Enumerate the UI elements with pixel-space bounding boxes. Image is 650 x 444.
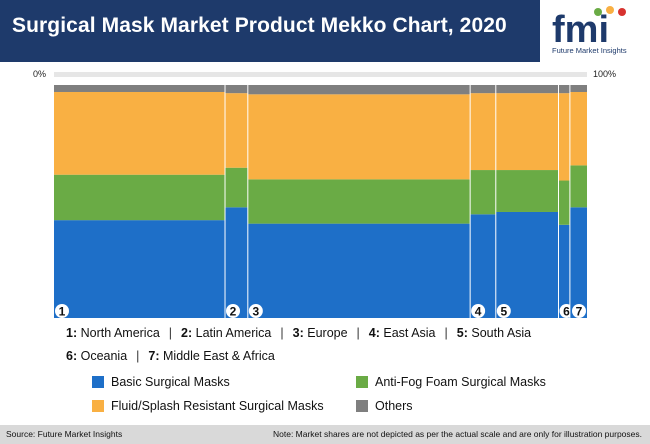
legend-swatch-basic (92, 376, 104, 388)
column-number-badge (496, 304, 511, 318)
legend-label-basic: Basic Surgical Masks (111, 375, 230, 389)
column-number-label: 1 (59, 305, 66, 319)
legend-label-antifog: Anti-Fog Foam Surgical Masks (375, 375, 546, 389)
region-number: 2: (181, 326, 193, 340)
mekko-segment-3-fluid (247, 94, 471, 180)
footer: Source: Future Market Insights Note: Mar… (0, 425, 650, 444)
logo-subtitle: Future Market Insights (552, 46, 627, 55)
region-number: 3: (292, 326, 304, 340)
mekko-segment-2-fluid (225, 93, 248, 168)
legend-separator: | (444, 326, 448, 340)
legend-swatch-antifog (356, 376, 368, 388)
mekko-segment-1-antifog (54, 174, 226, 221)
legend-separator: | (168, 326, 173, 340)
mekko-segment-7-others (569, 85, 587, 92)
column-number-label: 5 (500, 305, 507, 319)
source-text: Source: Future Market Insights (6, 429, 123, 439)
mekko-segment-3-basic (247, 223, 471, 318)
column-number-badge (55, 304, 69, 318)
logo-dot-red (618, 8, 626, 16)
mekko-segment-4-antifog (470, 170, 496, 215)
column-number-label: 2 (230, 305, 237, 319)
mekko-segment-1-basic (54, 220, 226, 318)
mekko-segment-7-basic (569, 207, 587, 318)
mekko-segment-4-fluid (470, 93, 496, 171)
mekko-segment-2-antifog (225, 167, 248, 208)
logo-text: fmi (552, 9, 609, 51)
mekko-segment-3-antifog (247, 179, 471, 224)
region-name: Europe (303, 326, 348, 340)
legend-label-fluid: Fluid/Splash Resistant Surgical Masks (111, 399, 324, 413)
mekko-segment-6-others (558, 85, 570, 94)
legend-separator: | (356, 326, 360, 340)
column-number-badge (471, 304, 486, 318)
mekko-segment-6-basic (558, 224, 570, 318)
mekko-segment-5-antifog (495, 170, 559, 212)
region-name: Latin America (192, 326, 272, 340)
title-bar: Surgical Mask Market Product Mekko Chart… (0, 0, 540, 62)
axis-label-left: 0% (33, 69, 47, 79)
region-number: 4: (368, 326, 380, 340)
mekko-segment-4-basic (470, 214, 496, 318)
region-number: 5: (456, 326, 468, 340)
header: Surgical Mask Market Product Mekko Chart… (0, 0, 650, 62)
mekko-segment-1-fluid (54, 91, 226, 175)
mekko-segment-6-fluid (558, 93, 570, 181)
mekko-segment-3-others (247, 85, 471, 95)
mekko-segment-5-others (495, 85, 559, 94)
chart-title: Surgical Mask Market Product Mekko Chart… (12, 14, 507, 37)
mekko-segment-5-basic (495, 211, 559, 318)
column-number-label: 7 (576, 305, 583, 319)
region-number: 7: (148, 349, 160, 363)
mekko-segment-5-fluid (495, 93, 559, 171)
mekko-segment-7-antifog (569, 165, 587, 208)
region-number: 6: (66, 349, 78, 363)
mekko-segment-2-basic (225, 207, 248, 318)
region-legend-row-2: 6: Oceania | 7: Middle East & Africa (66, 349, 275, 363)
legend-swatch-others (356, 400, 368, 412)
legend-separator: | (280, 326, 284, 340)
logo-dot-orange (606, 6, 614, 14)
note-text: Note: Market shares are not depicted as … (272, 429, 642, 439)
mekko-segment-2-others (225, 85, 248, 94)
mekko-segment-7-fluid (569, 91, 587, 166)
region-name: Oceania (77, 349, 128, 363)
top-axis-bar (54, 72, 587, 77)
mekko-segment-4-others (470, 85, 496, 94)
legend-swatch-fluid (92, 400, 104, 412)
mekko-segment-1-others (54, 85, 226, 92)
mekko-segment-6-antifog (558, 180, 570, 225)
fmi-logo: fmi (552, 6, 626, 51)
column-number-label: 3 (252, 305, 259, 319)
column-number-badge (248, 304, 263, 318)
axis-label-right: 100% (593, 69, 617, 79)
column-number-badge (572, 304, 586, 318)
region-name: East Asia (379, 326, 436, 340)
region-number: 1: (66, 326, 78, 340)
column-number-badge (226, 304, 241, 318)
region-legend-row-1: 1: North America | 2: Latin America | 3: Eur… (66, 326, 531, 340)
region-name: Middle East & Africa (159, 349, 275, 363)
legend-label-others: Others (375, 399, 413, 413)
column-number-label: 4 (475, 305, 482, 319)
region-name: South Asia (467, 326, 532, 340)
region-name: North America (77, 326, 160, 340)
logo-dot-green (594, 8, 602, 16)
column-number-label: 6 (563, 305, 570, 319)
legend-separator: | (136, 349, 140, 363)
